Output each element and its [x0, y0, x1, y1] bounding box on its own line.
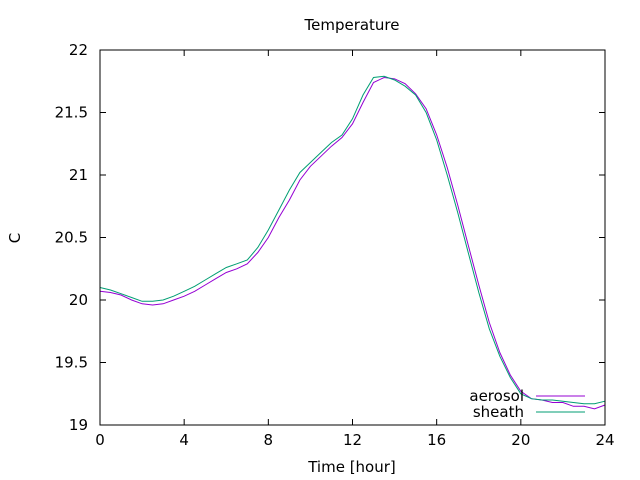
- legend-label-sheath: sheath: [473, 403, 524, 421]
- y-tick-label: 22: [69, 41, 88, 59]
- x-tick-label: 12: [343, 431, 362, 449]
- x-tick-label: 20: [511, 431, 530, 449]
- chart-title: Temperature: [303, 16, 399, 34]
- series-line-aerosol: [99, 76, 606, 410]
- y-tick-label: 21: [69, 166, 88, 184]
- x-tick-label: 0: [95, 431, 105, 449]
- y-tick-label: 20: [69, 291, 88, 309]
- series-line-sheath: [99, 75, 606, 405]
- y-tick-label: 19: [69, 416, 88, 434]
- y-tick-label: 19.5: [55, 354, 88, 372]
- y-axis-label: C: [6, 233, 24, 243]
- x-axis-label: Time [hour]: [307, 458, 396, 476]
- legend-label-aerosol: aerosol: [469, 387, 524, 405]
- plot-frame: [99, 49, 606, 426]
- series-lines: [99, 75, 606, 410]
- x-tick-label: 24: [595, 431, 614, 449]
- y-tick-label: 20.5: [55, 229, 88, 247]
- axis-ticks: [99, 49, 606, 426]
- y-tick-label: 21.5: [55, 104, 88, 122]
- axis-tick-labels: 0 4 8 12 16 20 24 19 19.5 20 20.5 21 21.5 22: [55, 41, 615, 449]
- x-tick-label: 16: [427, 431, 446, 449]
- x-tick-label: 4: [179, 431, 189, 449]
- x-tick-label: 8: [264, 431, 274, 449]
